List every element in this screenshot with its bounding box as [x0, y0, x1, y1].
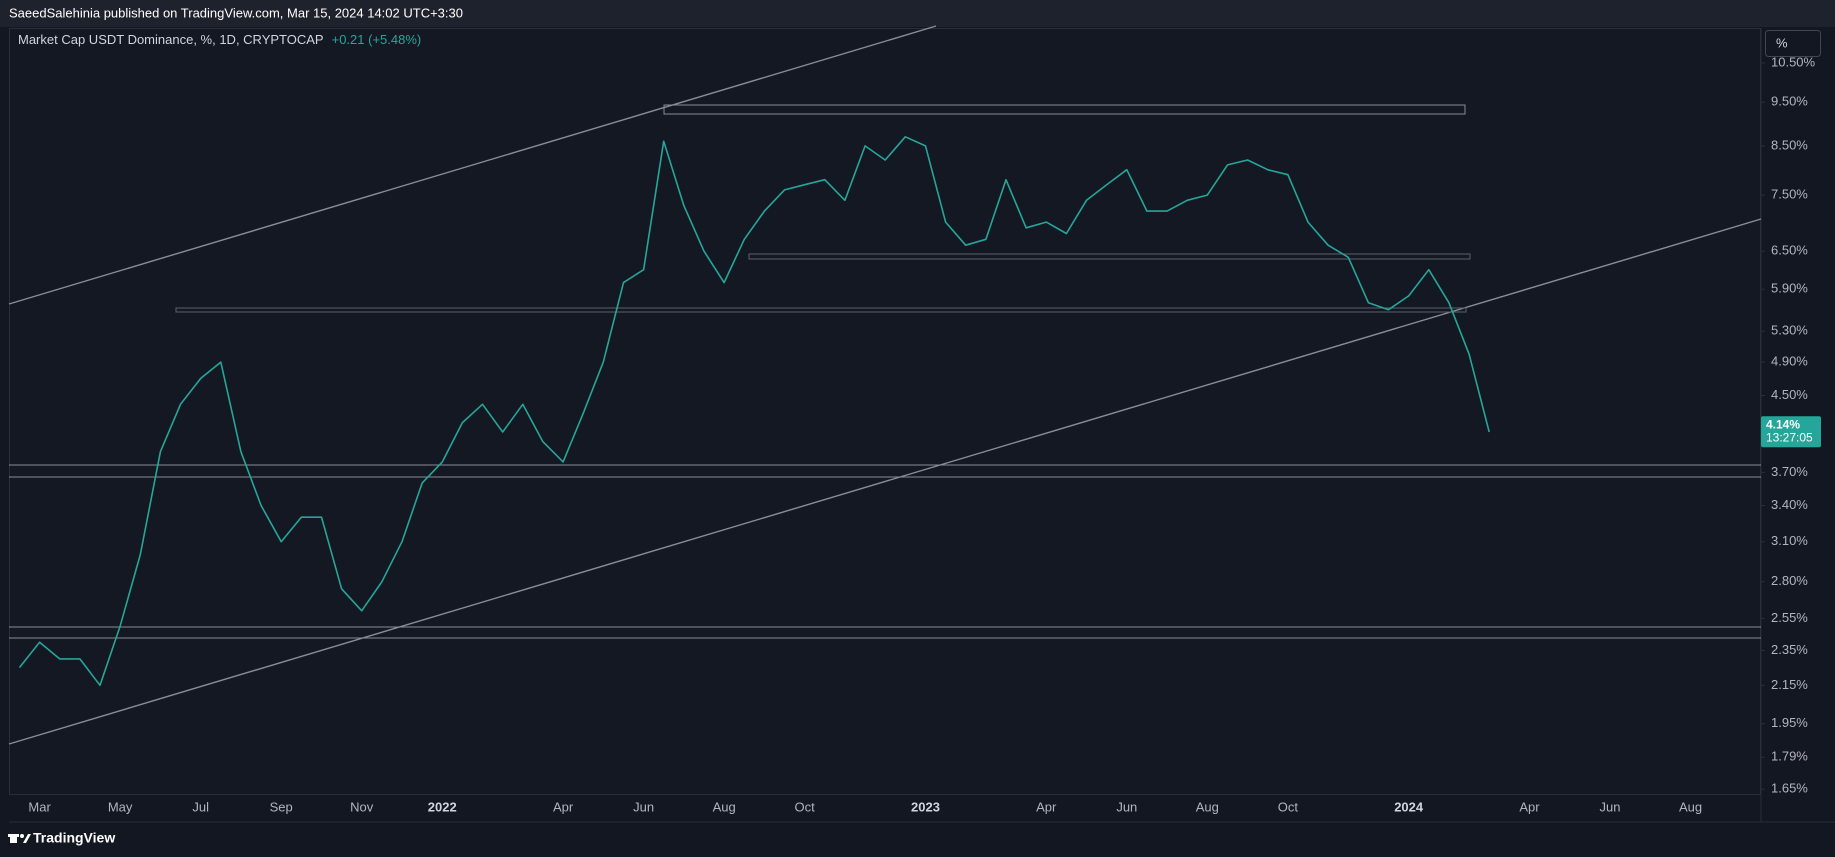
- x-tick-label: Nov: [350, 799, 374, 814]
- publisher: SaeedSalehinia published on TradingView.…: [9, 5, 463, 20]
- scale-button-label[interactable]: %: [1776, 35, 1788, 50]
- header-bar: [0, 0, 1835, 27]
- y-tick-label: 4.90%: [1771, 354, 1808, 369]
- last-price-box: [1761, 416, 1821, 448]
- y-tick-label: 7.50%: [1771, 186, 1808, 201]
- logo: [8, 834, 19, 837]
- x-tick-label: 2023: [911, 799, 940, 814]
- y-tick-label: 8.50%: [1771, 137, 1808, 152]
- x-tick-label: Apr: [553, 799, 574, 814]
- x-tick-label: Oct: [795, 799, 816, 814]
- x-tick-label: 2024: [1394, 799, 1424, 814]
- countdown-label: 13:27:05: [1766, 430, 1813, 444]
- x-tick-label: Oct: [1278, 799, 1299, 814]
- scale-button[interactable]: [1765, 30, 1821, 57]
- brand-name: TradingView: [33, 830, 115, 846]
- y-tick-label: 3.40%: [1771, 497, 1808, 512]
- price-line: [18, 136, 1490, 687]
- y-tick-label: 2.15%: [1771, 677, 1808, 692]
- range-box: [175, 307, 1467, 313]
- logo: [23, 834, 31, 843]
- y-tick-label: 1.79%: [1771, 749, 1808, 764]
- plot-area: [9, 28, 1761, 795]
- series-change: +0.21 (+5.48%): [332, 32, 422, 47]
- x-tick-label: Apr: [1519, 799, 1540, 814]
- drawings: [8, 25, 1762, 745]
- legend: Market Cap USDT Dominance, %, 1D, CRYPTO…: [18, 32, 421, 47]
- x-tick-label: Jun: [633, 799, 654, 814]
- channel-line: [8, 218, 1762, 745]
- x-tick-label: Mar: [28, 799, 51, 814]
- x-tick-label: Aug: [1196, 799, 1219, 814]
- y-tick-label: 2.35%: [1771, 642, 1808, 657]
- brand: [8, 834, 31, 843]
- logo: [20, 834, 24, 838]
- y-tick-label: 2.80%: [1771, 573, 1808, 588]
- x-tick-label: Sep: [270, 799, 293, 814]
- y-tick-label: 1.95%: [1771, 715, 1808, 730]
- x-tick-label: Aug: [713, 799, 736, 814]
- x-tick-label: Jun: [1600, 799, 1621, 814]
- y-tick-label: 3.10%: [1771, 533, 1808, 548]
- x-tick-label: May: [108, 799, 133, 814]
- x-tick-label: Jul: [192, 799, 209, 814]
- y-tick-label: 10.50%: [1771, 54, 1816, 69]
- logo: [10, 834, 17, 843]
- x-tick-label: Aug: [1679, 799, 1702, 814]
- last-price-label: 4.14%: [1766, 417, 1800, 431]
- range-box: [663, 104, 1466, 115]
- y-tick-label: 5.90%: [1771, 281, 1808, 296]
- y-tick-label: 2.55%: [1771, 610, 1808, 625]
- x-tick-label: Jun: [1116, 799, 1137, 814]
- y-tick-label: 1.65%: [1771, 781, 1808, 796]
- y-tick-label: 5.30%: [1771, 323, 1808, 338]
- series-title: Market Cap USDT Dominance, %, 1D, CRYPTO…: [18, 32, 324, 47]
- y-tick-label: 9.50%: [1771, 94, 1808, 109]
- y-tick-label: 3.70%: [1771, 464, 1808, 479]
- range-box: [748, 253, 1471, 260]
- channel-line: [8, 25, 937, 305]
- y-tick-label: 4.50%: [1771, 387, 1808, 402]
- x-tick-label: Apr: [1036, 799, 1057, 814]
- x-tick-label: 2022: [428, 799, 457, 814]
- y-tick-label: 6.50%: [1771, 243, 1808, 258]
